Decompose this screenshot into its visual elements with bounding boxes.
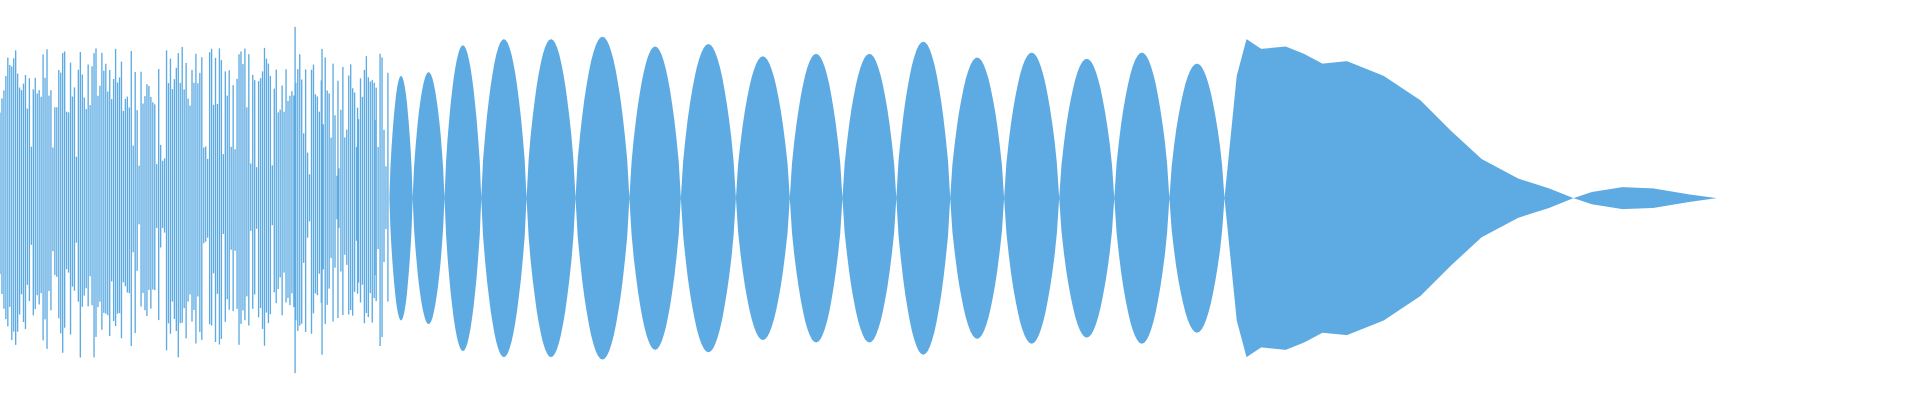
waveform-body	[389, 36, 1717, 360]
waveform-noise	[0, 26, 389, 374]
